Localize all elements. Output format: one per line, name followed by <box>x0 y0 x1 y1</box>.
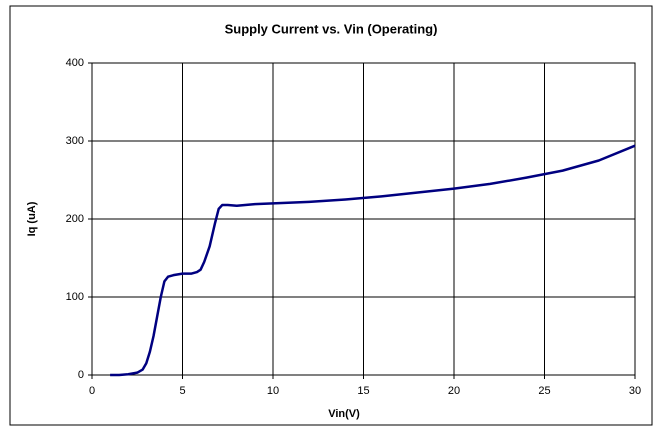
chart-title: Supply Current vs. Vin (Operating) <box>225 21 438 36</box>
x-axis-label: Vin(V) <box>328 408 360 420</box>
y-tick-label: 0 <box>78 369 84 381</box>
y-tick-label: 400 <box>66 57 84 69</box>
x-tick-label: 30 <box>629 385 641 397</box>
x-tick-label: 10 <box>267 385 279 397</box>
x-tick-label: 15 <box>357 385 369 397</box>
x-tick-label: 0 <box>89 385 95 397</box>
x-tick-label: 5 <box>179 385 185 397</box>
x-tick-label: 25 <box>538 385 550 397</box>
y-axis-label: Iq (uA) <box>26 201 38 236</box>
y-tick-label: 200 <box>66 213 84 225</box>
x-tick-label: 20 <box>448 385 460 397</box>
data-line <box>110 144 636 377</box>
y-tick-label: 300 <box>66 135 84 147</box>
y-tick-label: 100 <box>66 291 84 303</box>
